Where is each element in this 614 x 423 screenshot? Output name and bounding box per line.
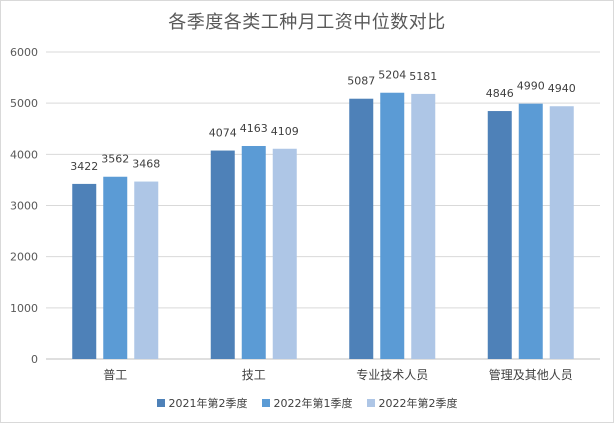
bar	[103, 176, 128, 359]
legend-item: 2021年第2季度	[156, 395, 248, 411]
legend-item: 2022年第1季度	[261, 395, 353, 411]
y-tick-label: 5000	[10, 97, 38, 110]
data-label: 3562	[101, 153, 129, 166]
data-label: 3468	[132, 158, 160, 171]
legend-swatch	[366, 399, 375, 407]
data-label: 4846	[486, 87, 514, 100]
data-label: 5087	[347, 75, 375, 88]
data-label: 4940	[548, 82, 576, 95]
legend-label: 2022年第2季度	[378, 397, 458, 410]
data-label: 4074	[209, 127, 237, 140]
data-label: 4109	[271, 125, 299, 138]
bar	[549, 106, 574, 359]
legend-swatch	[261, 399, 270, 407]
data-label: 5204	[378, 69, 406, 82]
bar	[72, 183, 97, 359]
bar	[487, 111, 512, 360]
chart-legend: 2021年第2季度 2022年第1季度 2022年第2季度	[0, 395, 614, 411]
data-label: 4163	[240, 122, 268, 135]
bar	[411, 93, 436, 359]
y-tick-label: 2000	[10, 251, 38, 264]
legend-swatch	[156, 399, 165, 407]
legend-item: 2022年第2季度	[366, 395, 458, 411]
legend-label: 2022年第1季度	[273, 397, 353, 410]
y-tick-label: 0	[31, 353, 38, 366]
bar	[134, 181, 159, 359]
y-tick-label: 4000	[10, 148, 38, 161]
data-label: 4990	[517, 80, 545, 93]
bar	[380, 92, 405, 359]
y-tick-label: 3000	[10, 200, 38, 213]
data-label: 5181	[409, 70, 437, 83]
category-label: 普工	[103, 368, 127, 382]
bar	[272, 148, 297, 359]
data-label: 3422	[70, 160, 98, 173]
bar	[210, 150, 235, 359]
bar	[518, 103, 543, 359]
bar	[241, 145, 266, 359]
category-label: 专业技术人员	[356, 367, 428, 382]
category-label: 技工	[242, 368, 266, 382]
chart-title: 各季度各类工种月工资中位数对比	[168, 12, 446, 33]
bar	[349, 98, 374, 360]
y-tick-label: 6000	[10, 46, 38, 59]
category-label: 管理及其他人员	[489, 367, 573, 382]
legend-label: 2021年第2季度	[168, 397, 248, 410]
y-tick-label: 1000	[10, 302, 38, 315]
